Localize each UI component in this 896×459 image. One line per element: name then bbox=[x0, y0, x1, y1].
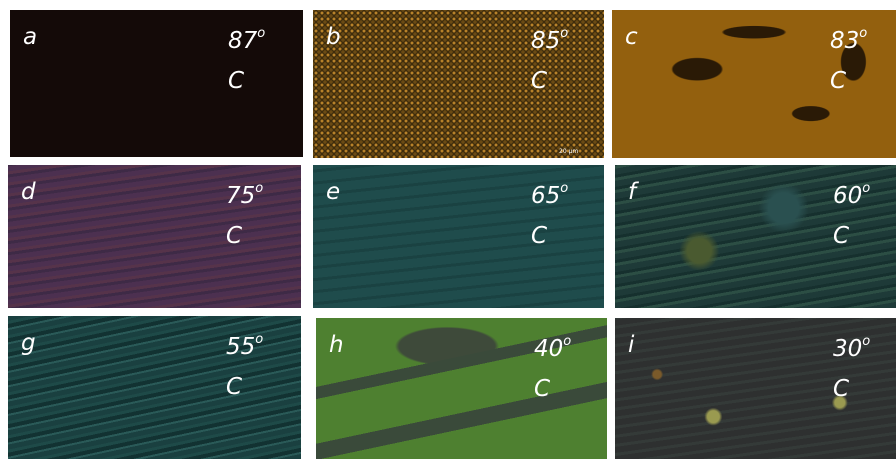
panel-letter: a bbox=[23, 24, 37, 50]
temperature: 87o bbox=[228, 28, 265, 54]
panel-letter: i bbox=[628, 332, 634, 358]
temperature-unit: C bbox=[531, 223, 547, 249]
temperature-value: 60 bbox=[833, 183, 862, 209]
degree-sign: o bbox=[862, 181, 870, 196]
micrograph-panel: d 75o C bbox=[8, 165, 301, 308]
temperature-unit: C bbox=[226, 223, 242, 249]
temperature: 55o bbox=[226, 334, 263, 360]
figure: a87oCb85oC20 μmc83oCd75oCe65oCf60oCg55oC… bbox=[0, 0, 896, 459]
panel-letter: g bbox=[21, 330, 36, 356]
temperature: 85o bbox=[531, 28, 568, 54]
temperature-unit: C bbox=[228, 68, 244, 94]
panel-letter: d bbox=[21, 179, 36, 205]
panel-letter: h bbox=[329, 332, 344, 358]
panel-letter: e bbox=[326, 179, 340, 205]
temperature-value: 55 bbox=[226, 334, 255, 360]
temperature-value: 87 bbox=[228, 28, 257, 54]
temperature-unit: C bbox=[531, 68, 547, 94]
temperature-unit: C bbox=[830, 68, 846, 94]
degree-sign: o bbox=[859, 26, 867, 41]
micrograph-panel: g 55o C bbox=[8, 316, 301, 459]
temperature-unit: C bbox=[833, 223, 849, 249]
degree-sign: o bbox=[257, 26, 265, 41]
micrograph-panel: a 87o C bbox=[10, 10, 303, 157]
temperature-unit: C bbox=[833, 376, 849, 402]
degree-sign: o bbox=[862, 334, 870, 349]
temperature-value: 65 bbox=[531, 183, 560, 209]
temperature-unit: C bbox=[226, 374, 242, 400]
temperature-unit: C bbox=[534, 376, 550, 402]
panel-letter: c bbox=[625, 24, 638, 50]
temperature-value: 83 bbox=[830, 28, 859, 54]
temperature-value: 30 bbox=[833, 336, 862, 362]
degree-sign: o bbox=[563, 334, 571, 349]
temperature: 65o bbox=[531, 183, 568, 209]
degree-sign: o bbox=[255, 181, 263, 196]
panel-letter: f bbox=[628, 179, 636, 205]
temperature: 40o bbox=[534, 336, 571, 362]
micrograph-panel: h 40o C bbox=[316, 318, 607, 459]
micrograph-panel: c 83o C bbox=[612, 10, 896, 158]
micrograph-panel: f 60o C bbox=[615, 165, 896, 308]
micrograph-panel: i 30o C bbox=[615, 318, 896, 459]
temperature: 60o bbox=[833, 183, 870, 209]
temperature: 30o bbox=[833, 336, 870, 362]
degree-sign: o bbox=[560, 26, 568, 41]
micrograph-panel: e 65o C bbox=[313, 165, 604, 308]
scale-bar-label: 20 μm bbox=[559, 148, 578, 155]
temperature-value: 85 bbox=[531, 28, 560, 54]
degree-sign: o bbox=[255, 332, 263, 347]
temperature-value: 40 bbox=[534, 336, 563, 362]
temperature: 83o bbox=[830, 28, 867, 54]
degree-sign: o bbox=[560, 181, 568, 196]
temperature-value: 75 bbox=[226, 183, 255, 209]
temperature: 75o bbox=[226, 183, 263, 209]
panel-letter: b bbox=[326, 24, 341, 50]
micrograph-panel: b 85o C 20 μm bbox=[313, 10, 604, 158]
